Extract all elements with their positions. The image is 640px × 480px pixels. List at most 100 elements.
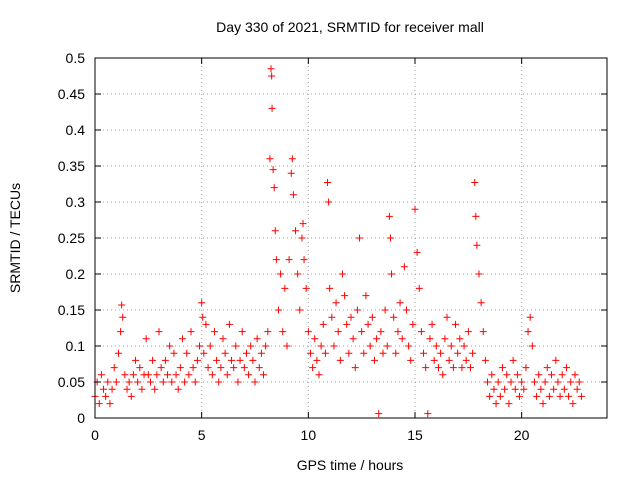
data-point [398,335,406,343]
data-point [535,371,543,379]
data-point [234,378,242,386]
data-point [238,328,246,336]
data-point [298,234,306,242]
data-point [240,364,248,372]
data-point [164,371,172,379]
data-point [108,385,116,393]
data-point [149,356,157,364]
data-point [343,320,351,328]
data-point [577,392,585,400]
data-point [426,335,434,343]
data-point [185,371,193,379]
data-point [251,378,259,386]
data-point [97,371,105,379]
data-point [146,378,154,386]
data-point [213,356,221,364]
data-point [537,385,545,393]
data-point [153,371,161,379]
x-axis-title: GPS time / hours [297,457,404,473]
data-point [400,263,408,271]
data-point [317,342,325,350]
data-point [268,72,276,80]
data-point [411,205,419,213]
data-point [479,328,487,336]
data-point [528,342,536,350]
data-point [409,320,417,328]
data-point [513,371,521,379]
y-tick-label: 0.45 [58,86,85,102]
data-point [492,400,500,408]
data-point [328,313,336,321]
data-point [548,371,556,379]
data-point [279,328,287,336]
data-point [509,356,517,364]
data-point [125,378,133,386]
data-point [385,212,393,220]
data-point [136,364,144,372]
data-point [434,364,442,372]
data-point [204,364,212,372]
data-point [255,364,263,372]
data-point [144,371,152,379]
data-point [311,335,319,343]
data-point [114,349,122,357]
data-point [289,191,297,199]
data-point [472,212,480,220]
data-point [309,364,317,372]
data-point [368,313,376,321]
data-point [413,248,421,256]
data-point [456,335,464,343]
data-point [464,328,472,336]
data-point [232,342,240,350]
data-point [161,356,169,364]
data-point [219,335,227,343]
data-point [473,241,481,249]
data-point [319,320,327,328]
data-point [110,364,118,372]
data-point [274,306,282,314]
data-point [336,356,344,364]
y-tick-label: 0.5 [66,50,86,66]
data-point [460,342,468,350]
data-point [189,364,197,372]
data-point [347,313,355,321]
data-point [267,65,275,73]
data-point [360,349,368,357]
data-point [379,349,387,357]
data-point [402,306,410,314]
data-point [332,299,340,307]
data-point [134,378,142,386]
data-point [452,320,460,328]
data-point [454,349,462,357]
data-point [375,410,383,418]
data-point [321,349,329,357]
data-point [176,364,184,372]
data-point [138,385,146,393]
data-point [260,371,268,379]
data-point [299,220,307,228]
data-point [424,410,432,418]
data-point [268,104,276,112]
data-point [541,378,549,386]
data-point [199,313,207,321]
data-point [466,364,474,372]
data-point [121,371,129,379]
data-point [118,301,126,309]
data-point [271,227,279,235]
data-point [505,400,513,408]
data-point [287,169,295,177]
data-point [191,378,199,386]
data-point [306,349,314,357]
data-point [208,371,216,379]
data-point [170,349,178,357]
data-point [533,392,541,400]
data-point [366,342,374,350]
data-point [558,371,566,379]
data-point [407,356,415,364]
data-point [269,166,277,174]
data-point [183,349,191,357]
data-point [443,313,451,321]
data-point [417,328,425,336]
data-point [484,378,492,386]
